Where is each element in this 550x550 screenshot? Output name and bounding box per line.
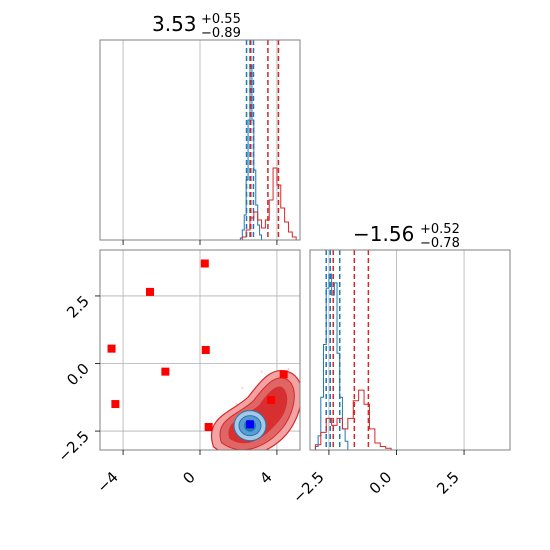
right-hist-series-1 [310,389,392,450]
joint-sample-dot [235,403,238,406]
joint-xtick-label: −4 [94,468,122,496]
joint-red-marker [200,259,209,268]
right-histogram-frame [309,249,511,451]
joint-sample-dot [287,367,290,370]
joint-xtick-label: 0 [179,468,198,487]
joint-red-marker [111,400,120,409]
joint-red-marker [161,367,170,376]
right-histogram-title-lower: −0.78 [420,236,460,251]
right-xtick-label: −2.5 [289,468,327,506]
right-xtick-label: 2.5 [433,468,463,498]
joint-red-marker [204,423,213,432]
joint-red-marker [279,370,288,379]
joint-ytick-label: 2.5 [63,292,93,322]
joint-red-marker [201,346,210,354]
top-histogram-title-lower: −0.89 [201,26,241,41]
joint-sample-dot [260,370,263,373]
right-histogram-panel: −1.56 +0.52 −0.78 −2.5 0.0 2.5 [289,222,511,507]
top-hist-series-1 [238,167,297,240]
joint-blue-marker [246,420,254,429]
joint-ytick-label: 0.0 [63,360,93,390]
joint-red-marker [146,287,154,296]
right-histogram-title: −1.56 [353,222,414,246]
joint-ytick-label: −2.5 [54,427,92,465]
top-histogram-title-upper: +0.55 [201,12,241,27]
joint-red-marker [107,344,116,353]
right-histogram-title-upper: +0.52 [420,222,460,237]
top-histogram-panel: 3.53 +0.55 −0.89 [99,12,301,245]
joint-sample-dot [241,386,244,389]
top-histogram-title: 3.53 [152,12,197,36]
right-xtick-label: 0.0 [366,468,396,498]
joint-red-marker [267,396,276,404]
joint-xtick-label: 4 [256,468,275,487]
joint-scatter-panel: −4 0 4 −2.5 0.0 2.5 [54,249,301,496]
